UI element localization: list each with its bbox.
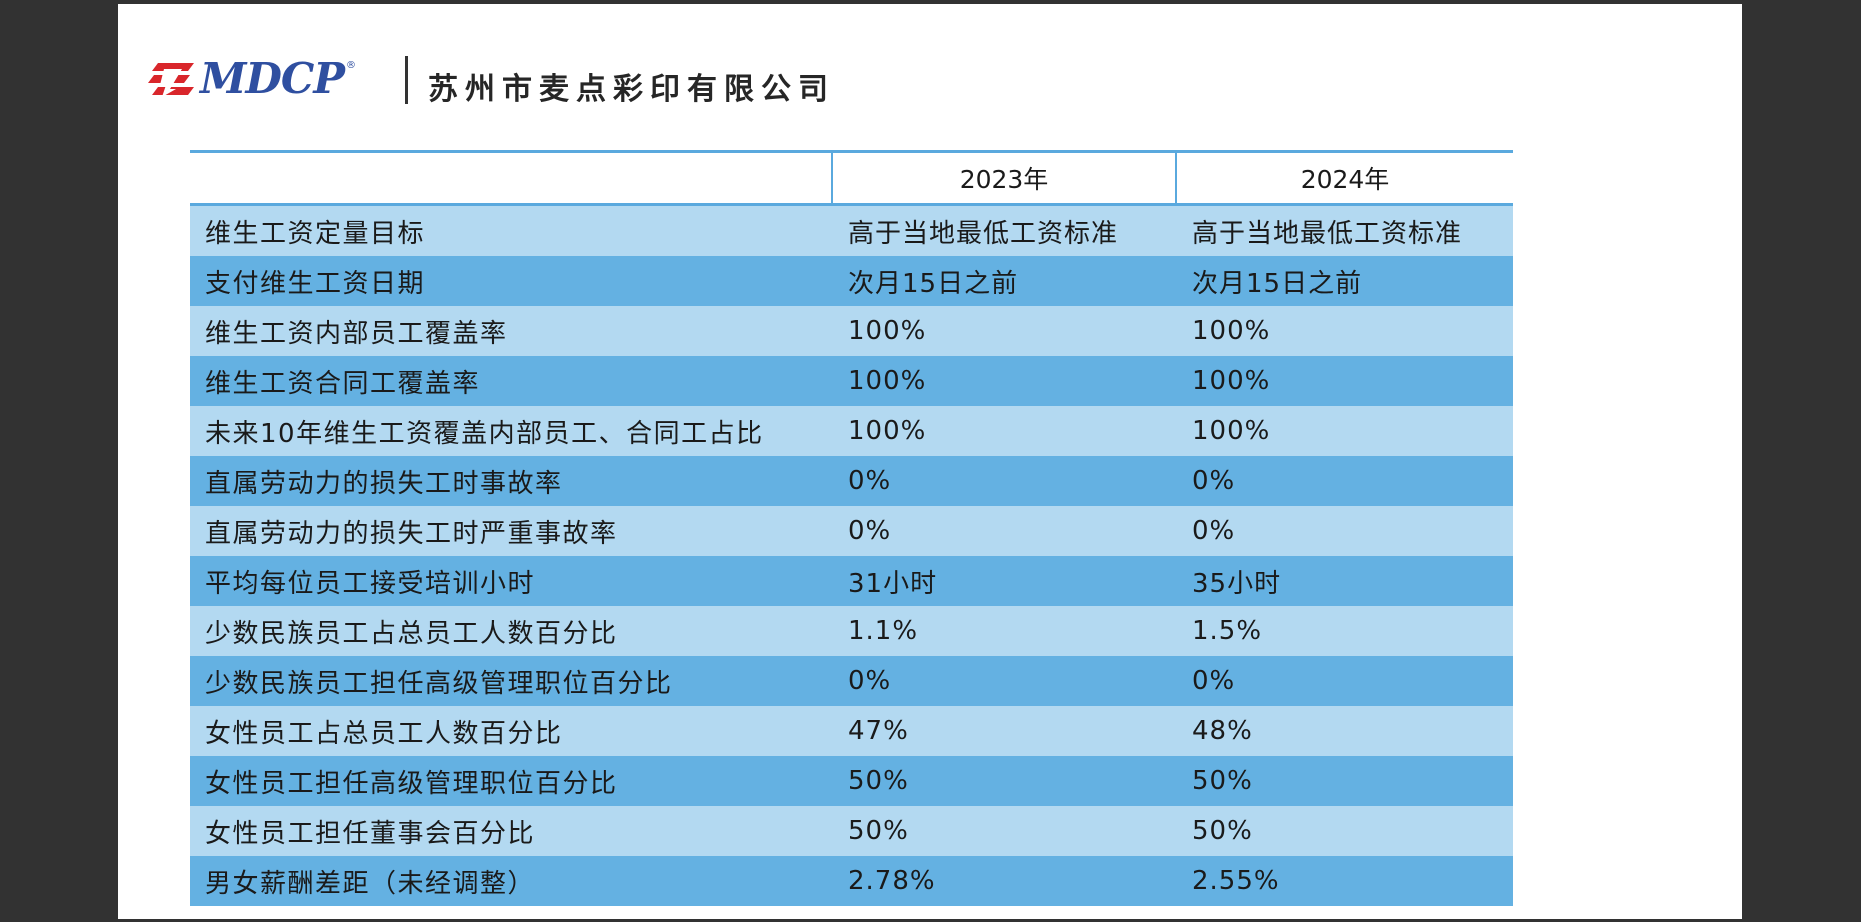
row-2024-cell: 100%	[1192, 366, 1271, 396]
table-row: 维生工资内部员工覆盖率 100% 100%	[190, 306, 1513, 356]
row-label-cell: 少数民族员工担任高级管理职位百分比	[205, 668, 673, 699]
row-2023-cell: 2.78%	[848, 866, 936, 896]
metrics-table: 2023年 2024年 维生工资定量目标 高于当地最低工资标准 高于当地最低工资标准…	[190, 150, 1513, 906]
table-row: 维生工资定量目标 高于当地最低工资标准 高于当地最低工资标准	[190, 206, 1513, 256]
table-body: 维生工资定量目标 高于当地最低工资标准 高于当地最低工资标准支付维生工资日期 次月15…	[190, 206, 1513, 906]
row-2023-cell: 100%	[848, 416, 927, 446]
row-2023-cell: 0%	[848, 666, 892, 696]
company-name: 苏州市麦点彩印有限公司	[428, 72, 835, 107]
row-2023-cell: 次月15日之前	[848, 268, 1019, 299]
row-label-cell: 平均每位员工接受培训小时	[205, 568, 536, 599]
row-label-cell: 维生工资内部员工覆盖率	[205, 318, 508, 349]
row-label-cell: 未来10年维生工资覆盖内部员工、合同工占比	[205, 418, 764, 449]
table-row: 直属劳动力的损失工时事故率 0% 0%	[190, 456, 1513, 506]
row-2024-cell: 次月15日之前	[1192, 268, 1363, 299]
row-2023-cell: 50%	[848, 816, 909, 846]
header-cell-2024: 2024年	[1300, 165, 1390, 194]
table-row: 少数民族员工担任高级管理职位百分比 0% 0%	[190, 656, 1513, 706]
table-row: 少数民族员工占总员工人数百分比 1.1% 1.5%	[190, 606, 1513, 656]
mdcp-logo-icon	[148, 63, 194, 97]
row-2023-cell: 31小时	[848, 568, 938, 599]
row-2024-cell: 0%	[1192, 666, 1236, 696]
row-2024-cell: 2.55%	[1192, 866, 1280, 896]
table-row: 女性员工担任高级管理职位百分比 50% 50%	[190, 756, 1513, 806]
row-2023-cell: 100%	[848, 316, 927, 346]
row-2024-cell: 高于当地最低工资标准	[1192, 218, 1463, 249]
row-label-cell: 女性员工占总员工人数百分比	[205, 718, 563, 749]
document-page: MDCP ® 苏州市麦点彩印有限公司 2023年 2024年 维生工资定量目标 高…	[118, 4, 1742, 919]
registered-mark: ®	[345, 60, 356, 71]
company-logo: MDCP ®	[148, 54, 356, 104]
row-2024-cell: 100%	[1192, 416, 1271, 446]
row-label-cell: 男女薪酬差距（未经调整）	[205, 868, 536, 899]
row-label-cell: 支付维生工资日期	[205, 268, 426, 299]
row-2024-cell: 35小时	[1192, 568, 1282, 599]
header-divider	[405, 56, 408, 104]
table-row: 男女薪酬差距（未经调整） 2.78% 2.55%	[190, 856, 1513, 906]
logo-text: MDCP	[200, 54, 345, 103]
row-label-cell: 女性员工担任高级管理职位百分比	[205, 768, 618, 799]
row-2024-cell: 50%	[1192, 766, 1253, 796]
table-row: 支付维生工资日期 次月15日之前 次月15日之前	[190, 256, 1513, 306]
row-2023-cell: 100%	[848, 366, 927, 396]
row-2024-cell: 1.5%	[1192, 616, 1263, 646]
row-label-cell: 女性员工担任董事会百分比	[205, 818, 536, 849]
row-label-cell: 维生工资合同工覆盖率	[205, 368, 481, 399]
row-2024-cell: 100%	[1192, 316, 1271, 346]
row-2023-cell: 47%	[848, 716, 909, 746]
header-cell-2023: 2023年	[833, 153, 1177, 203]
row-label-cell: 直属劳动力的损失工时严重事故率	[205, 518, 618, 549]
row-2024-cell: 0%	[1192, 516, 1236, 546]
row-2023-cell: 0%	[848, 466, 892, 496]
row-label-cell: 直属劳动力的损失工时事故率	[205, 468, 563, 499]
table-row: 维生工资合同工覆盖率 100% 100%	[190, 356, 1513, 406]
header-cell-label	[190, 153, 833, 203]
table-row: 直属劳动力的损失工时严重事故率 0% 0%	[190, 506, 1513, 556]
row-label-cell: 少数民族员工占总员工人数百分比	[205, 618, 618, 649]
table-row: 女性员工担任董事会百分比 50% 50%	[190, 806, 1513, 856]
row-2023-cell: 1.1%	[848, 616, 919, 646]
table-row: 平均每位员工接受培训小时 31小时 35小时	[190, 556, 1513, 606]
row-2024-cell: 48%	[1192, 716, 1253, 746]
table-row: 未来10年维生工资覆盖内部员工、合同工占比 100% 100%	[190, 406, 1513, 456]
table-header: 2023年 2024年	[190, 150, 1513, 206]
row-2023-cell: 0%	[848, 516, 892, 546]
row-label-cell: 维生工资定量目标	[205, 218, 426, 249]
table-row: 女性员工占总员工人数百分比 47% 48%	[190, 706, 1513, 756]
row-2024-cell: 0%	[1192, 466, 1236, 496]
row-2023-cell: 高于当地最低工资标准	[848, 218, 1119, 249]
row-2023-cell: 50%	[848, 766, 909, 796]
row-2024-cell: 50%	[1192, 816, 1253, 846]
